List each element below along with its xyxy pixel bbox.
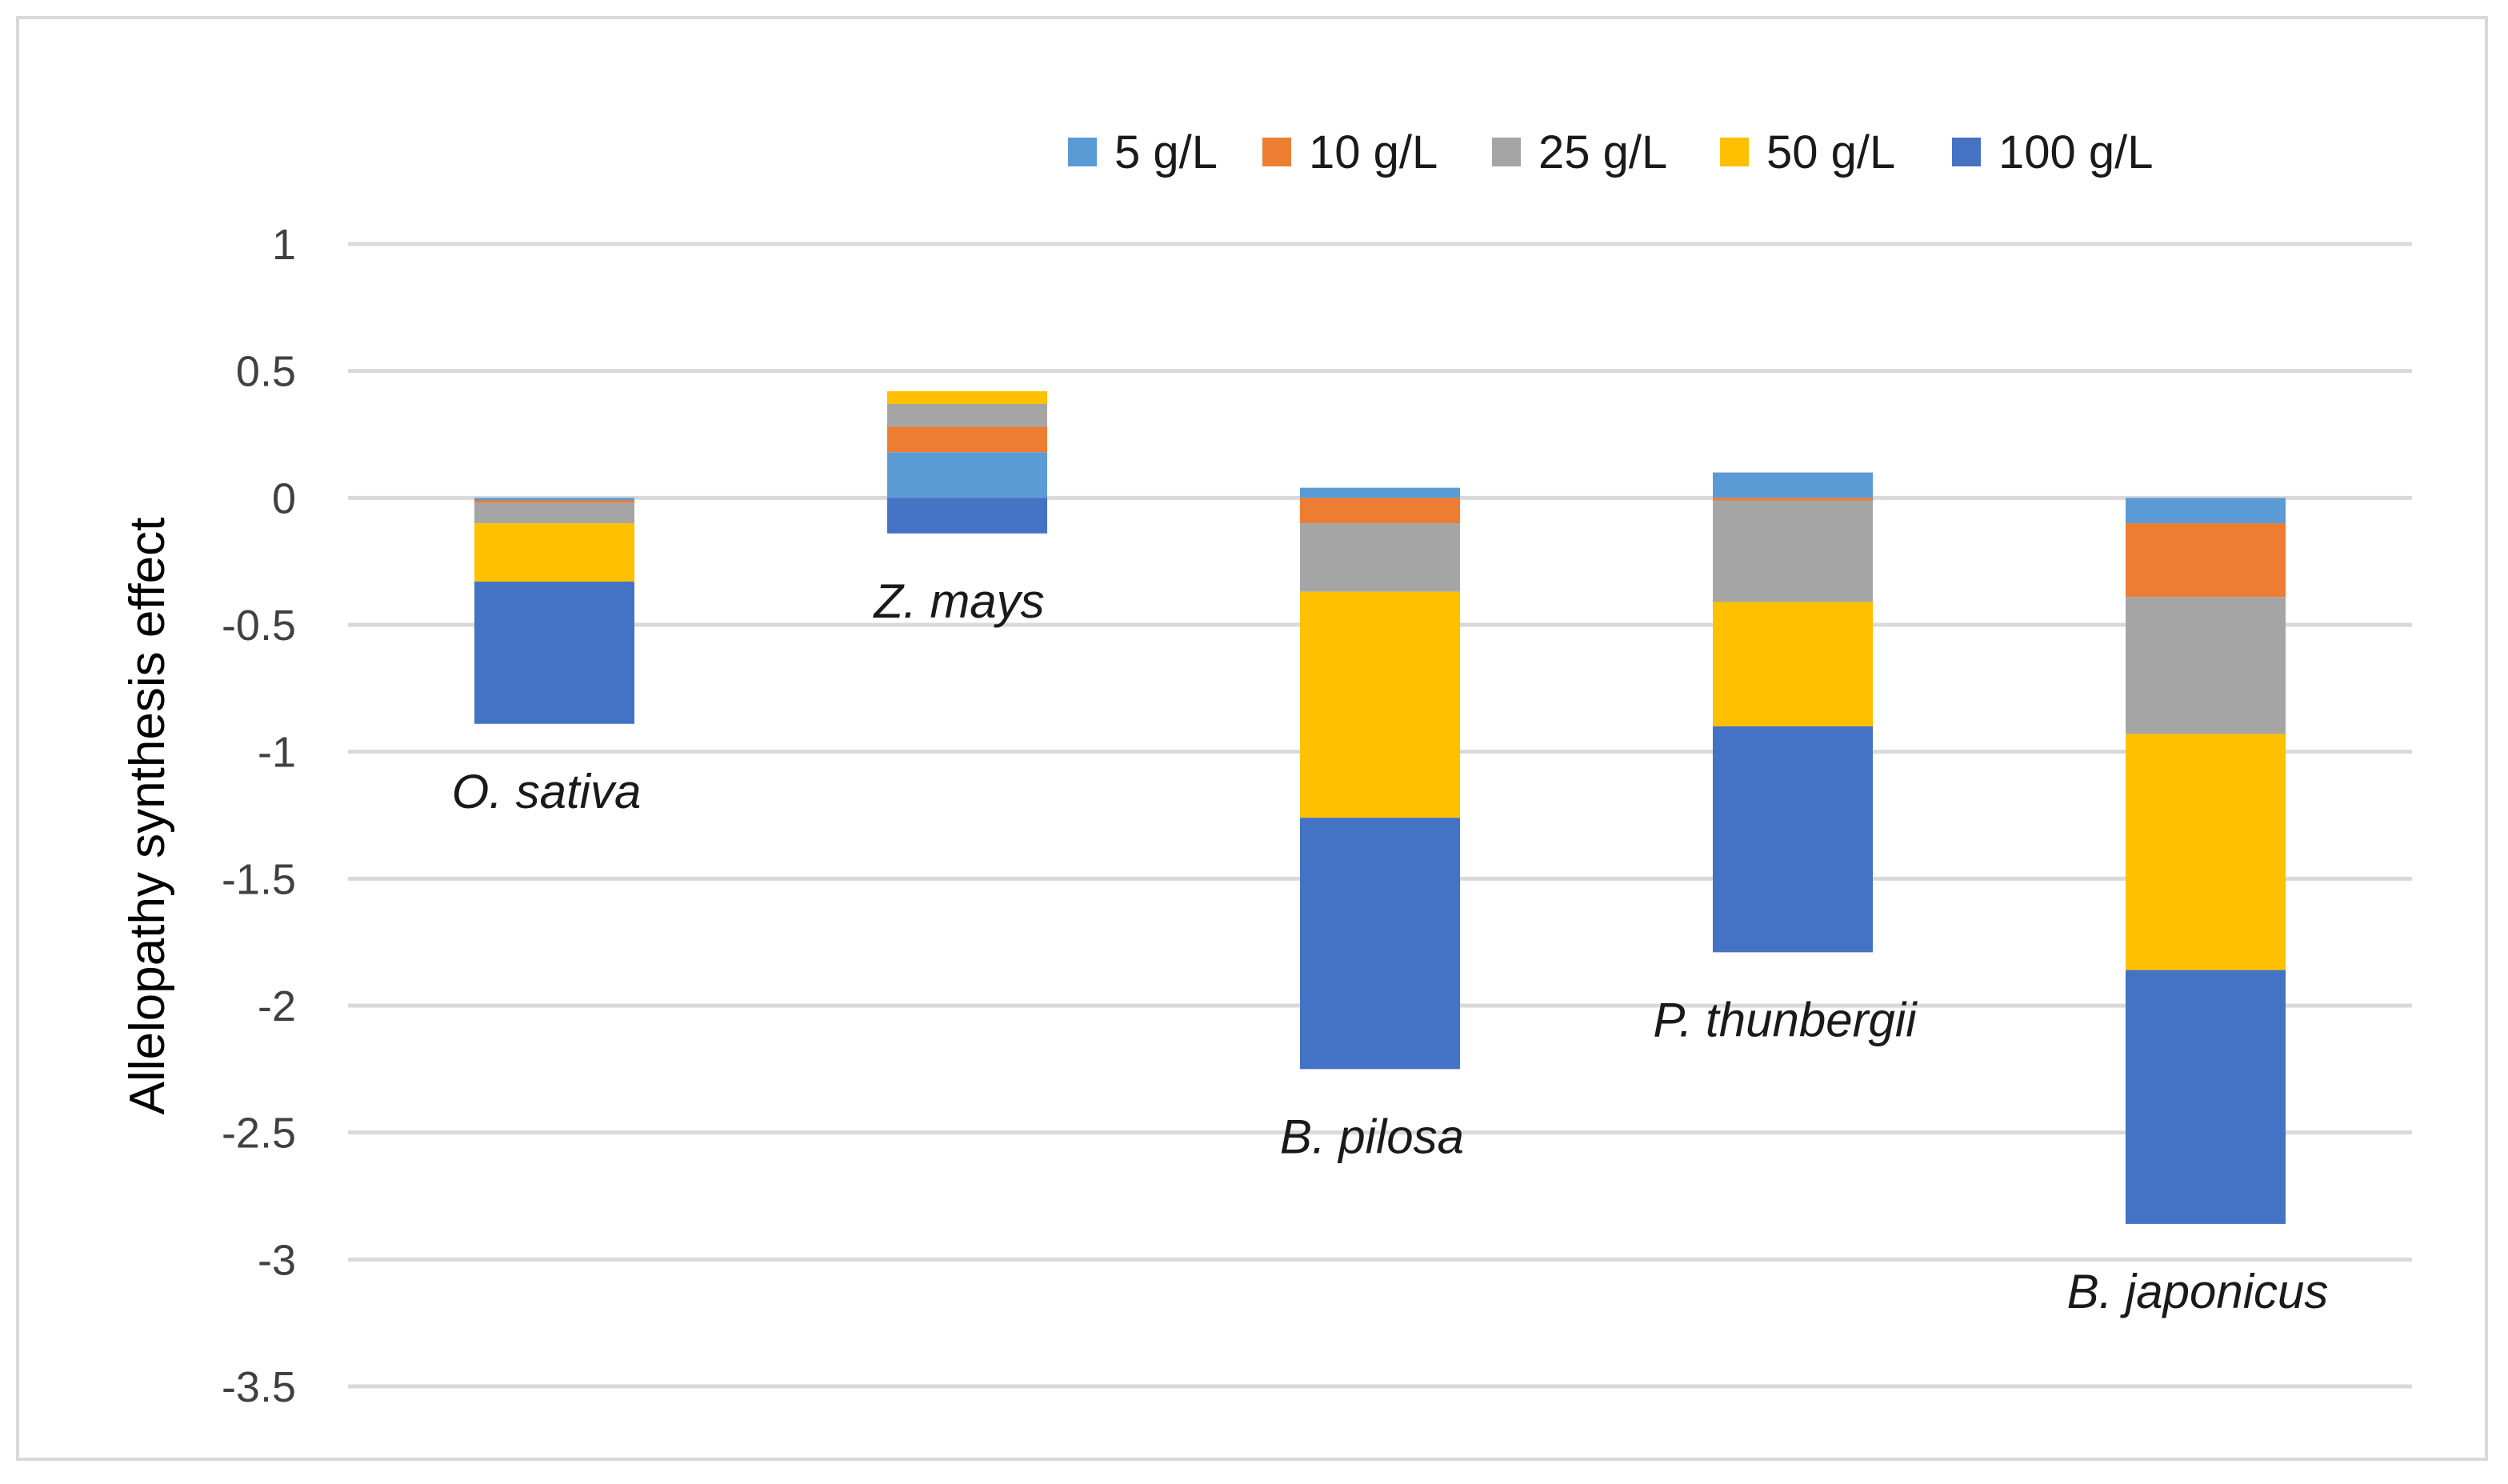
y-tick-label: -1.5 — [222, 855, 296, 903]
bar-segment — [887, 403, 1047, 427]
legend-label: 5 g/L — [1114, 126, 1218, 178]
bar-segment — [1300, 591, 1460, 818]
legend: 5 g/L 10 g/L 25 g/L 50 g/L 100 g/L — [1068, 126, 2154, 178]
bar-segment — [1713, 726, 1873, 953]
legend-swatch — [1262, 138, 1291, 166]
category-label: B. pilosa — [1280, 1110, 1464, 1163]
y-tick-label: -2.5 — [222, 1110, 296, 1158]
bar-segment — [2126, 734, 2286, 970]
legend-label: 100 g/L — [1998, 126, 2154, 178]
legend-swatch — [1068, 138, 1097, 166]
y-tick-label: -3 — [258, 1236, 296, 1284]
gridlines — [348, 242, 2412, 1389]
y-axis-ticks: 1 0.5 0 -0.5 -1 -1.5 -2 -2.5 -3 -3.5 — [222, 221, 296, 1411]
category-labels: O. sativa Z. mays B. pilosa P. thunbergii B.… — [452, 574, 2329, 1318]
y-tick-label: -2 — [258, 982, 296, 1030]
bar-segment — [1300, 523, 1460, 592]
bar-segment — [1300, 498, 1460, 524]
bar-segment — [474, 498, 634, 501]
legend-label: 10 g/L — [1309, 126, 1438, 178]
category-label: O. sativa — [452, 765, 642, 818]
bar-segment — [1713, 498, 1873, 501]
category-label: B. japonicus — [2067, 1265, 2329, 1318]
bar-segment — [887, 498, 1047, 534]
bars — [474, 391, 2286, 1224]
bar-segment — [474, 582, 634, 724]
legend-swatch — [1492, 138, 1521, 166]
bar-segment — [887, 426, 1047, 453]
legend-label: 25 g/L — [1538, 126, 1667, 178]
category-label: P. thunbergii — [1653, 993, 1918, 1046]
y-tick-label: -3.5 — [222, 1363, 296, 1411]
y-tick-label: 1 — [272, 221, 296, 269]
bar-segment — [1713, 602, 1873, 726]
bar-segment — [1300, 487, 1460, 498]
bar-segment — [1713, 472, 1873, 498]
legend-label: 50 g/L — [1766, 126, 1895, 178]
y-axis-title: Allelopathy synthesis effect — [120, 518, 175, 1115]
y-tick-label: 0 — [272, 474, 296, 522]
bar-segment — [2126, 970, 2286, 1224]
legend-swatch — [1720, 138, 1749, 166]
y-tick-label: 0.5 — [236, 348, 296, 396]
y-tick-label: -0.5 — [222, 602, 296, 650]
bar-segment — [1713, 500, 1873, 602]
bar-segment — [474, 523, 634, 582]
bar-segment — [1300, 818, 1460, 1070]
bar-segment — [887, 391, 1047, 404]
bar-segment — [887, 452, 1047, 498]
chart-frame — [16, 16, 2488, 1461]
y-tick-label: -1 — [258, 729, 296, 777]
category-label: Z. mays — [872, 574, 1044, 628]
bar-segment — [2126, 597, 2286, 734]
bar-segment — [2126, 523, 2286, 598]
bar-segment — [474, 500, 634, 503]
bar-segment — [2126, 498, 2286, 524]
legend-swatch — [1952, 138, 1981, 166]
bar-segment — [474, 502, 634, 524]
